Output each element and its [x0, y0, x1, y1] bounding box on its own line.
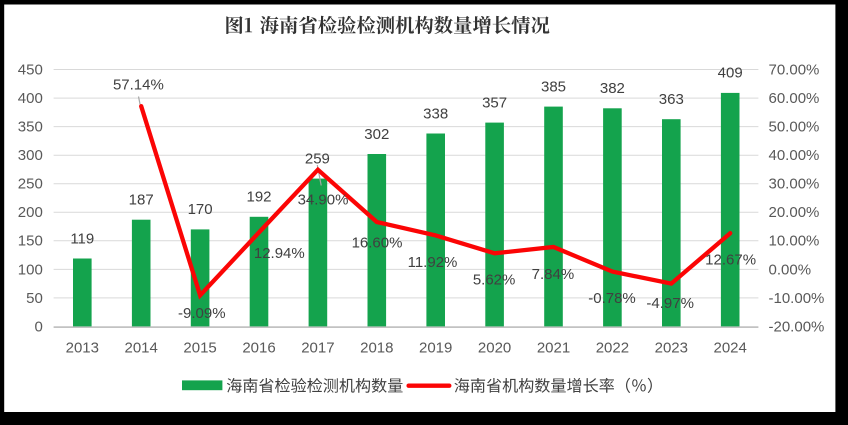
svg-text:350: 350 [18, 119, 43, 136]
svg-text:170: 170 [188, 201, 213, 218]
svg-text:119: 119 [70, 230, 94, 247]
svg-text:150: 150 [18, 233, 43, 250]
svg-text:2018: 2018 [360, 339, 393, 356]
svg-text:357: 357 [482, 94, 507, 111]
svg-text:60.00%: 60.00% [769, 90, 820, 107]
svg-text:450: 450 [18, 61, 43, 78]
svg-text:30.00%: 30.00% [769, 176, 820, 193]
svg-text:-9.09%: -9.09% [178, 305, 226, 322]
svg-text:2014: 2014 [125, 339, 158, 356]
svg-text:-10.00%: -10.00% [769, 290, 825, 307]
svg-text:2017: 2017 [301, 339, 334, 356]
svg-text:250: 250 [18, 176, 43, 193]
svg-text:7.84%: 7.84% [532, 266, 575, 283]
svg-text:-20.00%: -20.00% [769, 318, 825, 335]
svg-text:187: 187 [129, 192, 154, 209]
svg-text:300: 300 [18, 147, 43, 164]
svg-text:2015: 2015 [183, 339, 216, 356]
svg-text:200: 200 [18, 204, 43, 221]
svg-text:409: 409 [718, 65, 743, 82]
svg-text:-0.78%: -0.78% [588, 290, 636, 307]
svg-text:12.94%: 12.94% [254, 245, 305, 262]
svg-text:12.67%: 12.67% [705, 251, 756, 268]
svg-text:34.90%: 34.90% [298, 192, 349, 209]
svg-text:0: 0 [34, 318, 42, 335]
svg-text:0.00%: 0.00% [769, 261, 812, 278]
svg-text:2024: 2024 [714, 339, 747, 356]
svg-text:10.00%: 10.00% [769, 233, 820, 250]
svg-text:2020: 2020 [478, 339, 511, 356]
svg-text:400: 400 [18, 90, 43, 107]
svg-text:385: 385 [541, 78, 566, 95]
svg-text:16.60%: 16.60% [352, 235, 403, 252]
svg-text:2016: 2016 [242, 339, 275, 356]
svg-text:50: 50 [26, 290, 43, 307]
svg-text:302: 302 [364, 126, 389, 143]
svg-text:2021: 2021 [537, 339, 570, 356]
svg-text:40.00%: 40.00% [769, 147, 820, 164]
svg-text:259: 259 [305, 150, 330, 167]
svg-text:192: 192 [246, 189, 271, 206]
svg-text:2019: 2019 [419, 339, 452, 356]
svg-text:-4.97%: -4.97% [646, 295, 694, 312]
svg-text:382: 382 [600, 80, 625, 97]
svg-text:2022: 2022 [596, 339, 629, 356]
svg-text:100: 100 [18, 261, 43, 278]
svg-text:338: 338 [423, 105, 448, 122]
svg-text:20.00%: 20.00% [769, 204, 820, 221]
svg-text:11.92%: 11.92% [408, 254, 458, 271]
svg-text:50.00%: 50.00% [769, 119, 820, 136]
svg-text:57.14%: 57.14% [113, 77, 164, 94]
svg-text:70.00%: 70.00% [769, 61, 820, 78]
svg-text:363: 363 [659, 91, 684, 108]
svg-text:2013: 2013 [66, 339, 99, 356]
svg-text:5.62%: 5.62% [473, 272, 516, 289]
svg-text:2023: 2023 [655, 339, 688, 356]
